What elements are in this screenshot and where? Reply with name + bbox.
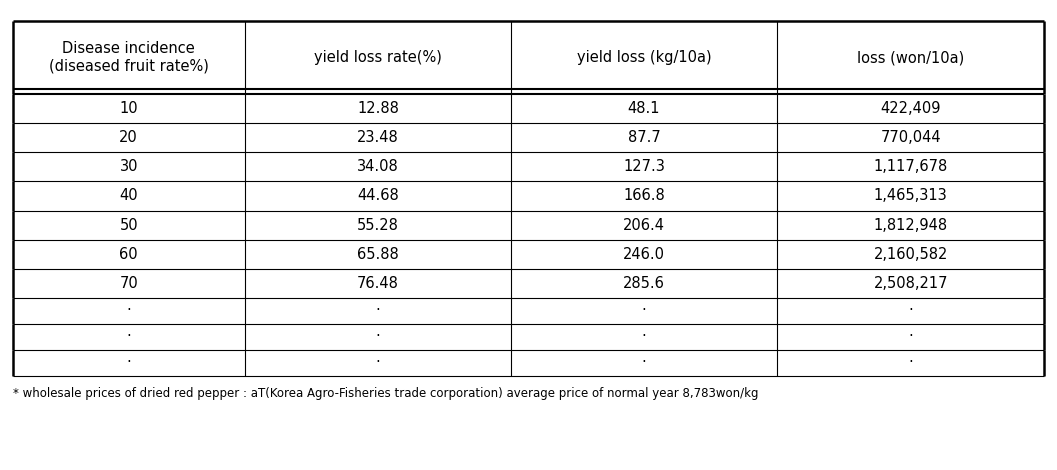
Text: 12.88: 12.88 xyxy=(357,101,398,116)
Text: ·: · xyxy=(642,304,647,318)
Text: 55.28: 55.28 xyxy=(357,218,398,233)
Text: ·: · xyxy=(375,304,381,318)
Text: 127.3: 127.3 xyxy=(624,159,665,174)
Text: loss (won/10a): loss (won/10a) xyxy=(857,50,964,65)
Text: 65.88: 65.88 xyxy=(357,247,398,262)
Text: ·: · xyxy=(642,355,647,370)
Text: ·: · xyxy=(642,329,647,344)
Text: 1,812,948: 1,812,948 xyxy=(874,218,948,233)
Text: ·: · xyxy=(908,329,913,344)
Text: ·: · xyxy=(127,329,131,344)
Text: 422,409: 422,409 xyxy=(880,101,941,116)
Text: ·: · xyxy=(375,329,381,344)
Text: 2,160,582: 2,160,582 xyxy=(873,247,948,262)
Text: 50: 50 xyxy=(119,218,138,233)
Text: 23.48: 23.48 xyxy=(357,130,398,145)
Text: 10: 10 xyxy=(119,101,138,116)
Text: 70: 70 xyxy=(119,276,138,291)
Text: 48.1: 48.1 xyxy=(628,101,661,116)
Text: yield loss rate(%): yield loss rate(%) xyxy=(314,50,442,65)
Text: ·: · xyxy=(908,304,913,318)
Text: ·: · xyxy=(908,355,913,370)
Text: Disease incidence
(diseased fruit rate%): Disease incidence (diseased fruit rate%) xyxy=(49,41,208,74)
Text: 1,117,678: 1,117,678 xyxy=(873,159,948,174)
Text: 76.48: 76.48 xyxy=(357,276,398,291)
Text: 206.4: 206.4 xyxy=(623,218,665,233)
Text: 60: 60 xyxy=(119,247,138,262)
Text: * wholesale prices of dried red pepper : aT(Korea Agro-Fisheries trade corporati: * wholesale prices of dried red pepper :… xyxy=(13,387,758,400)
Text: 87.7: 87.7 xyxy=(628,130,661,145)
Text: 166.8: 166.8 xyxy=(624,188,665,204)
Text: yield loss (kg/10a): yield loss (kg/10a) xyxy=(577,50,711,65)
Text: ·: · xyxy=(375,355,381,370)
Text: 1,465,313: 1,465,313 xyxy=(874,188,947,204)
Text: 20: 20 xyxy=(119,130,138,145)
Text: ·: · xyxy=(127,355,131,370)
Text: 246.0: 246.0 xyxy=(623,247,665,262)
Text: ·: · xyxy=(127,304,131,318)
Text: 285.6: 285.6 xyxy=(624,276,665,291)
Text: 40: 40 xyxy=(119,188,138,204)
Text: 44.68: 44.68 xyxy=(357,188,398,204)
Text: 34.08: 34.08 xyxy=(357,159,398,174)
Text: 30: 30 xyxy=(119,159,138,174)
Text: 2,508,217: 2,508,217 xyxy=(873,276,948,291)
Text: 770,044: 770,044 xyxy=(880,130,941,145)
